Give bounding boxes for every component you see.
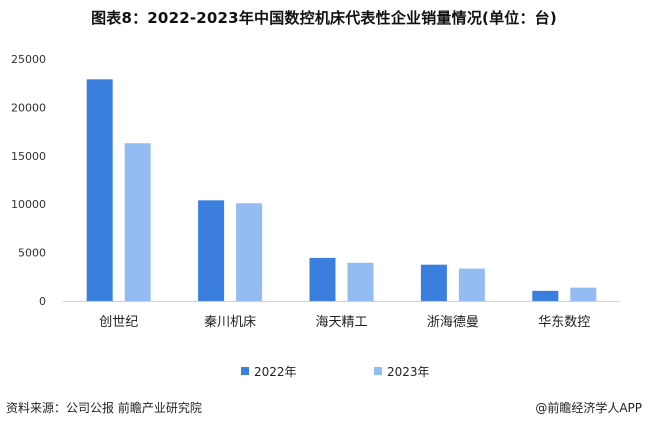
source-note: 资料来源：公司公报 前瞻产业研究院 xyxy=(6,401,202,415)
bar-2022 xyxy=(309,257,336,301)
bar-2022 xyxy=(198,200,225,301)
legend-label: 2023年 xyxy=(387,365,430,379)
bar-2022 xyxy=(532,290,559,301)
bar-2023 xyxy=(347,262,374,301)
y-tick-label: 20000 xyxy=(11,101,46,114)
x-axis-ticks: 创世纪 秦川机床 海天精工 浙海德曼 华东数控 xyxy=(99,315,590,330)
bar-2023 xyxy=(236,203,263,301)
y-axis-ticks: 0 5000 10000 15000 20000 25000 xyxy=(11,53,46,308)
y-tick-label: 25000 xyxy=(11,53,46,66)
x-tick-label: 创世纪 xyxy=(99,315,138,330)
legend-swatch xyxy=(241,367,249,375)
y-tick-label: 15000 xyxy=(11,150,46,163)
y-tick-label: 0 xyxy=(39,295,46,308)
y-tick-label: 10000 xyxy=(11,198,46,211)
legend: 2022年 2023年 xyxy=(241,365,430,379)
y-tick-label: 5000 xyxy=(18,247,46,260)
bar-2023 xyxy=(458,268,485,301)
watermark: @前瞻经济学人APP xyxy=(535,401,642,415)
legend-swatch xyxy=(374,367,382,375)
bar-2022 xyxy=(86,79,113,301)
x-tick-label: 浙海德曼 xyxy=(427,315,479,330)
chart-title: 图表8：2022-2023年中国数控机床代表性企业销量情况(单位：台) xyxy=(91,9,557,27)
x-tick-label: 华东数控 xyxy=(538,315,590,330)
bar-series xyxy=(86,79,597,301)
legend-label: 2022年 xyxy=(254,365,297,379)
x-tick-label: 秦川机床 xyxy=(204,315,256,330)
bar-2022 xyxy=(420,264,447,301)
bar-2023 xyxy=(124,143,151,301)
bar-2023 xyxy=(570,287,597,301)
x-tick-label: 海天精工 xyxy=(315,315,367,330)
